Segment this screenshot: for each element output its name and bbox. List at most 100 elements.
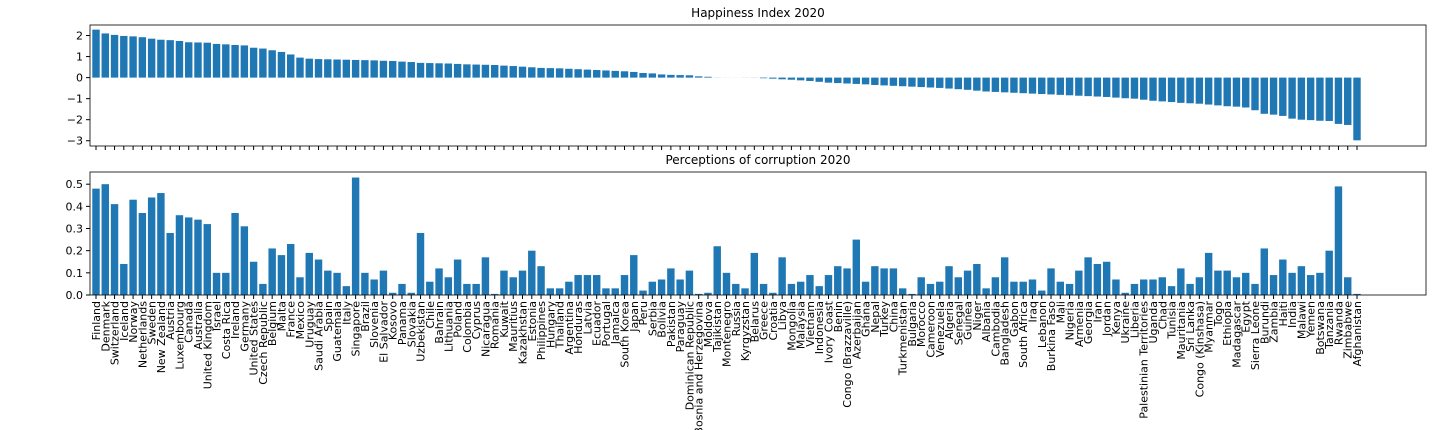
bar	[657, 279, 666, 295]
y-tick-label: −2	[67, 114, 83, 127]
bar	[1306, 275, 1315, 295]
bar	[259, 48, 267, 78]
bar	[1251, 77, 1259, 111]
x-tick-label: Morocco	[915, 301, 928, 347]
bar	[416, 232, 425, 295]
bar	[342, 286, 351, 295]
bar	[277, 51, 286, 78]
bar	[973, 77, 981, 91]
bar	[222, 272, 230, 295]
x-tick-label: Kuwait	[498, 300, 511, 337]
bar	[908, 293, 916, 295]
bar	[954, 77, 963, 90]
bar	[1084, 257, 1092, 295]
bar	[602, 288, 610, 295]
x-tick-label: Germany	[238, 301, 251, 352]
x-tick-label: Mali	[1054, 301, 1067, 323]
x-tick-label: Finland	[90, 301, 103, 340]
x-tick-label: Czech Republic	[257, 301, 270, 385]
x-tick-label: Sweden	[146, 301, 159, 344]
x-tick-label: Haiti	[1277, 301, 1290, 326]
x-tick-label: Jordan	[1101, 301, 1114, 337]
x-tick-label: Serbia	[646, 301, 659, 336]
x-tick-label: Slovenia	[368, 301, 381, 348]
x-tick-label: El Salvador	[377, 301, 390, 363]
x-tick-label: Latvia	[581, 301, 594, 335]
bar	[1279, 77, 1287, 116]
x-tick-label: Senegal	[952, 301, 965, 345]
bar	[537, 67, 545, 78]
bar	[685, 270, 694, 295]
x-tick-label: Thailand	[554, 301, 567, 349]
bar	[138, 37, 147, 78]
bar	[129, 199, 137, 295]
bar	[741, 288, 749, 295]
x-tick-label: Mexico	[294, 301, 307, 340]
bar	[1353, 293, 1361, 295]
x-tick-label: Philippines	[535, 301, 548, 361]
bar	[648, 281, 657, 295]
x-tick-label: Madagascar	[1230, 301, 1243, 368]
x-tick-label: Armenia	[1073, 301, 1086, 347]
bar	[1186, 283, 1194, 295]
bar	[453, 259, 462, 295]
x-tick-label: Chad	[1156, 301, 1169, 329]
x-tick-label: Malta	[275, 301, 288, 331]
x-tick-label: Gabon	[1008, 301, 1021, 337]
bar	[898, 77, 907, 87]
bar	[472, 64, 480, 78]
bar	[1242, 272, 1250, 295]
bar	[1344, 77, 1352, 125]
x-tick-label: Italy	[340, 301, 353, 325]
bar	[1047, 77, 1055, 95]
bar	[963, 270, 972, 295]
bar	[157, 39, 165, 78]
bar	[945, 77, 953, 89]
x-tick-label: India	[1286, 301, 1299, 328]
bar	[147, 38, 156, 78]
bar	[1316, 272, 1324, 295]
x-tick-label: Georgia	[1082, 301, 1095, 344]
bar	[778, 257, 786, 295]
bar	[379, 60, 388, 78]
bar	[1306, 77, 1315, 121]
x-tick-label: Iraq	[1026, 301, 1039, 323]
x-tick-label: Chile	[424, 301, 437, 329]
y-tick-label: 0.2	[66, 245, 84, 258]
bar	[1158, 77, 1166, 102]
x-tick-label: Ukraine	[1119, 301, 1132, 344]
x-tick-label: Paraguay	[674, 301, 687, 353]
x-tick-label: Austria	[164, 301, 177, 340]
bar	[481, 64, 490, 78]
x-tick-label: Poland	[452, 301, 465, 338]
bar	[212, 272, 221, 295]
x-tick-label: Malaysia	[795, 301, 808, 349]
bar	[1000, 77, 1009, 93]
x-tick-label: Congo (Kinshasa)	[1193, 301, 1206, 397]
bar	[92, 188, 100, 295]
x-tick-label: Cameroon	[924, 301, 937, 358]
bar	[1038, 290, 1046, 295]
bar	[463, 64, 471, 78]
x-tick-label: Tunisia	[1166, 301, 1179, 340]
x-tick-label: Norway	[127, 301, 140, 343]
x-tick-label: Peru	[637, 301, 650, 326]
bar	[1028, 279, 1037, 295]
chart-title: Perceptions of corruption 2020	[665, 153, 850, 167]
bar	[871, 77, 879, 85]
x-tick-label: Moldova	[702, 301, 715, 347]
bar	[314, 59, 323, 78]
bar	[1093, 263, 1102, 295]
bar	[287, 54, 295, 78]
x-tick-label: Zambia	[1268, 301, 1281, 343]
bar	[824, 275, 833, 295]
bar	[1204, 252, 1213, 295]
x-tick-label: Uruguay	[303, 301, 316, 348]
x-tick-label: Pakistan	[665, 301, 678, 347]
bar	[249, 47, 258, 78]
x-tick-label: Iran	[1091, 301, 1104, 323]
bar	[129, 36, 137, 78]
bar	[676, 75, 684, 78]
bar	[667, 268, 675, 295]
bar	[426, 281, 434, 295]
